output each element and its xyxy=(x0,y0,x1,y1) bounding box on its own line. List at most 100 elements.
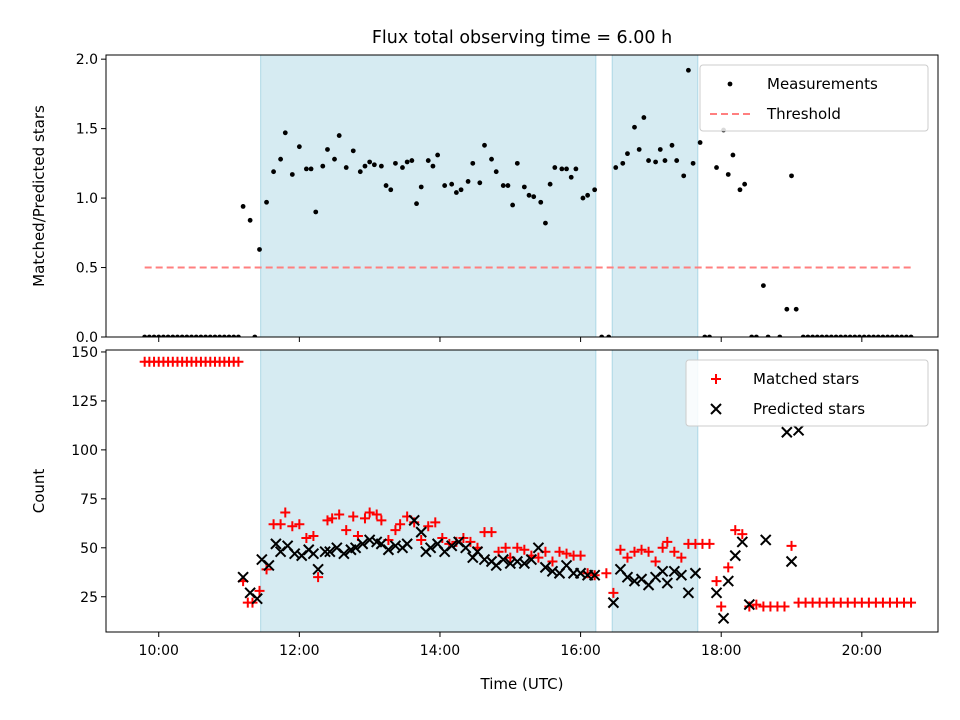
measurement-point xyxy=(592,187,598,193)
matched-star-point xyxy=(322,515,333,526)
measurement-point xyxy=(362,163,368,169)
y-tick-label: 0.0 xyxy=(76,330,98,346)
measurement-point xyxy=(212,334,218,337)
predicted-star-point xyxy=(338,547,350,560)
bottom-panel: 25 50 75 100 125 150 10:00 12:00 14:00 16:00 18:00… xyxy=(30,345,939,693)
matched-star-point xyxy=(704,538,715,549)
measurement-point xyxy=(908,334,914,337)
measurement-point xyxy=(690,160,696,166)
predicted-star-point xyxy=(539,561,552,574)
measurement-point xyxy=(453,190,459,195)
matched-star-point xyxy=(416,534,427,545)
matched-star-point xyxy=(650,556,661,567)
matched-star-point xyxy=(500,542,511,553)
matched-star-point xyxy=(294,519,305,530)
predicted-star-point xyxy=(237,571,249,583)
measurement-point xyxy=(871,334,876,337)
matched-star-point xyxy=(657,542,668,553)
matched-star-point xyxy=(669,546,680,557)
measurement-point xyxy=(814,334,820,337)
predicted-star-point xyxy=(656,565,669,577)
measurement-point xyxy=(336,133,342,138)
legend-measurement-marker xyxy=(727,81,733,87)
measurement-point xyxy=(824,334,830,337)
measurement-point xyxy=(203,334,209,337)
legend-box xyxy=(685,359,929,427)
predicted-star-point xyxy=(722,575,734,587)
x-tick-label: 10:00 xyxy=(139,643,179,659)
y-tick-label: 150 xyxy=(71,345,98,361)
measurement-point xyxy=(465,179,471,184)
axes-frame xyxy=(105,349,939,633)
matched-star-point xyxy=(376,515,387,526)
measurement-point xyxy=(514,160,520,166)
measurement-point xyxy=(226,334,232,337)
predicted-star-point xyxy=(349,542,362,554)
measurement-point xyxy=(458,187,464,193)
measurement-point xyxy=(585,192,591,198)
measurement-point xyxy=(620,160,626,166)
predicted-star-point xyxy=(424,542,437,554)
matched-star-point xyxy=(430,517,441,528)
measurement-point xyxy=(613,165,619,170)
measurement-point xyxy=(175,334,180,337)
matched-star-point xyxy=(334,509,345,520)
measurement-point xyxy=(198,334,204,337)
predicted-star-point xyxy=(743,598,756,611)
measurement-point xyxy=(552,165,558,170)
legend-box xyxy=(699,64,929,132)
measurement-point xyxy=(221,334,227,337)
measurement-point xyxy=(393,160,398,166)
matched-star-point xyxy=(519,544,530,555)
measurement-point xyxy=(810,334,816,337)
measurement-point xyxy=(753,334,759,337)
measurement-point xyxy=(388,187,394,193)
predicted-star-point xyxy=(312,563,324,576)
legend-entry-label: Predicted stars xyxy=(753,400,865,418)
x-tick-label: 18:00 xyxy=(701,643,741,659)
matched-star-point xyxy=(423,521,434,532)
observing-window-shade xyxy=(260,350,597,632)
y-axis-label: Count xyxy=(30,469,48,514)
predicted-star-point xyxy=(363,534,376,546)
y-axis-label: Matched/Predicted stars xyxy=(30,105,48,287)
matched-star-point xyxy=(254,585,265,596)
measurement-point xyxy=(838,334,844,337)
measurement-point xyxy=(737,187,743,193)
observing-window-shade xyxy=(611,55,699,337)
y-tick-label: 50 xyxy=(80,541,98,557)
measurement-point xyxy=(674,158,680,163)
chart-title: Flux total observing time = 6.00 h xyxy=(372,28,672,48)
measurement-point xyxy=(449,181,455,187)
measurement-point xyxy=(760,283,766,289)
matched-star-point xyxy=(465,536,476,547)
matched-star-point xyxy=(662,536,673,547)
measurement-point xyxy=(430,163,436,169)
measurement-point xyxy=(573,166,579,172)
matched-star-point xyxy=(636,544,647,555)
matched-star-point xyxy=(533,552,544,563)
matched-star-point xyxy=(348,511,359,522)
predicted-star-point xyxy=(736,536,749,548)
matched-star-point xyxy=(313,572,324,583)
measurement-point xyxy=(653,159,658,165)
predicted-star-point xyxy=(263,559,275,572)
measurement-point xyxy=(657,147,663,152)
predicted-star-point xyxy=(661,577,674,589)
measurement-point xyxy=(852,334,858,337)
measurement-point xyxy=(189,334,194,337)
predicted-star-point xyxy=(307,547,320,560)
predicted-star-point xyxy=(781,426,793,438)
measurement-point xyxy=(903,334,909,337)
measurement-point xyxy=(636,147,642,152)
matched-star-point xyxy=(676,552,687,563)
x-axis-label: Time (UTC) xyxy=(480,675,564,693)
measurement-point xyxy=(805,334,811,337)
measurement-point xyxy=(800,334,806,337)
measurement-point xyxy=(383,183,389,188)
predicted-star-point xyxy=(445,540,458,552)
predicted-star-point xyxy=(401,538,413,550)
matched-star-point xyxy=(716,601,727,612)
predicted-star-point xyxy=(546,565,559,577)
measurement-point xyxy=(442,183,448,188)
